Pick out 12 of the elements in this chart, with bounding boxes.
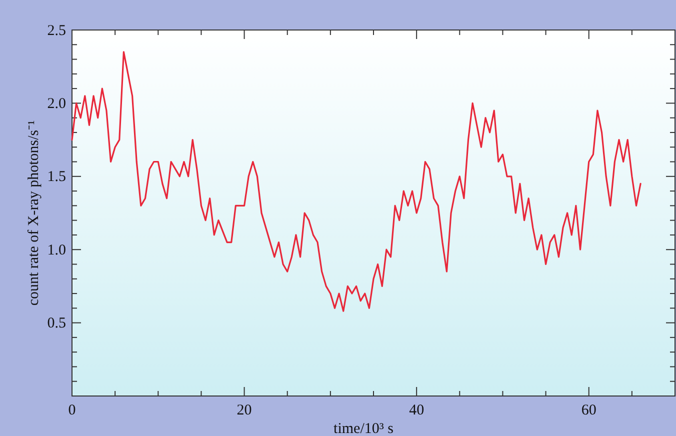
x-axis-title: time/10³ s: [334, 421, 394, 436]
y-tick-label: 2.0: [47, 96, 66, 112]
line-series: [71, 51, 642, 312]
y-tick-label: 1.0: [47, 242, 66, 258]
y-tick-label: 2.5: [47, 22, 66, 39]
y-axis-title: count rate of X-ray photons/s⁻¹: [26, 120, 42, 306]
x-tick-label: 20: [236, 402, 252, 419]
x-tick-label: 60: [581, 402, 596, 419]
y-tick-label: 1.5: [47, 169, 66, 186]
x-tick-label: 40: [409, 402, 424, 419]
y-tick-label: 0.5: [47, 316, 66, 332]
x-tick-label: 0: [68, 402, 76, 419]
